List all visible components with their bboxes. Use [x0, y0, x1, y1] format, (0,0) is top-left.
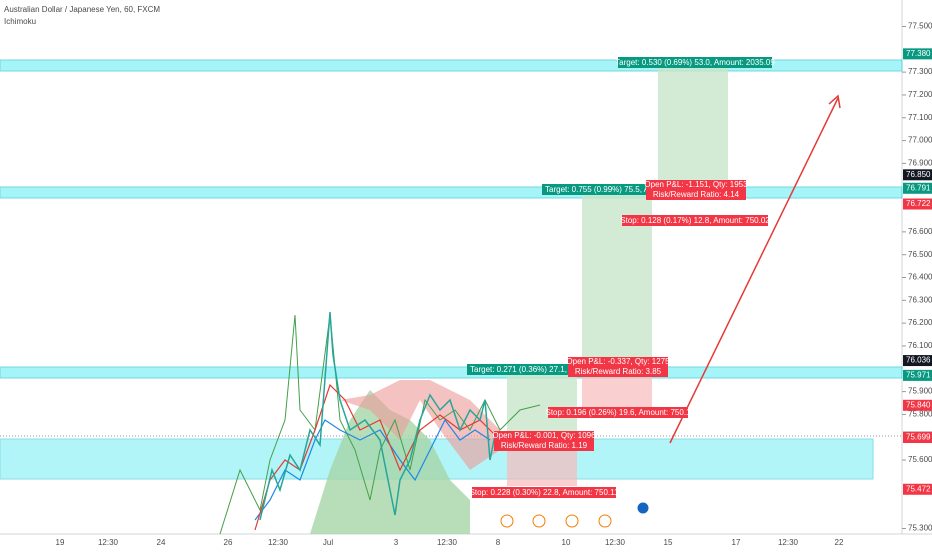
label-box — [494, 431, 594, 451]
price-tag-label: 77.380 — [906, 49, 931, 58]
time-tick-label: 8 — [496, 538, 501, 547]
lagging-span — [219, 314, 541, 535]
price-tick-label: 77.100 — [908, 113, 932, 122]
zone — [0, 186, 903, 199]
price-axis: 77.500 77.300 77.200 77.100 77.000 76.900 76.6… — [902, 22, 932, 533]
time-tick-label: 26 — [224, 538, 233, 547]
label-box — [472, 487, 616, 498]
price-tick-label: 77.000 — [908, 136, 932, 145]
time-tick-label: 22 — [835, 538, 844, 547]
stop-label: Stop: 0.128 (0.17%) 12.8, Amount: 750.02 — [620, 216, 770, 225]
price-tag-label: 76.791 — [906, 183, 931, 192]
time-tick-label: 12:30 — [98, 538, 119, 547]
label-box — [467, 364, 579, 375]
time-tick-label: 3 — [394, 538, 399, 547]
ratio-label: Risk/Reward Ratio: 3.85 — [575, 367, 662, 376]
label-box — [618, 57, 772, 68]
candles — [259, 311, 496, 521]
price-tick-label: 76.900 — [908, 159, 932, 168]
price-tick-label: 75.300 — [908, 524, 932, 533]
price-tick-label: 76.500 — [908, 250, 932, 259]
cloud — [340, 380, 500, 470]
time-tick-label: 12:30 — [268, 538, 289, 547]
label-box — [542, 184, 662, 195]
time-tick-label: 12:30 — [437, 538, 458, 547]
price-tag-label: 75.472 — [906, 484, 931, 493]
time-tick-label: 15 — [664, 538, 673, 547]
target-label: Target: 0.530 (0.69%) 53.0, Amount: 2035… — [615, 58, 775, 67]
time-tick-label: Jul — [323, 538, 333, 547]
time-tick-label: 12:30 — [605, 538, 626, 547]
price-tag-label: 76.036 — [906, 356, 931, 365]
stop-label: Stop: 0.228 (0.30%) 22.8, Amount: 750.11 — [470, 488, 619, 497]
price-tick-label: 76.400 — [908, 273, 932, 282]
price-tag — [903, 399, 932, 411]
price-tag-label: 76.722 — [906, 199, 931, 208]
price-tick-label: 76.600 — [908, 227, 932, 236]
base-line — [254, 418, 491, 521]
price-tag — [903, 355, 932, 367]
arrow-head — [828, 94, 841, 109]
price-tag — [903, 369, 932, 381]
label-box — [548, 407, 688, 418]
price-tick-label: 77.200 — [908, 90, 932, 99]
conversion-line — [254, 383, 496, 531]
cloud — [310, 390, 470, 534]
time-tick-label: 24 — [157, 538, 166, 547]
price-tick-label: 76.200 — [908, 318, 932, 327]
time-tick-label: 12:30 — [778, 538, 799, 547]
label-box — [622, 215, 768, 226]
price-tag-label: 76.850 — [906, 170, 931, 179]
indicator-name: Ichimoku — [4, 17, 36, 26]
zone — [0, 59, 903, 72]
ratio-label: Risk/Reward Ratio: 1.19 — [501, 441, 588, 450]
price-tag — [903, 48, 932, 60]
price-tag-label: 75.840 — [906, 400, 931, 409]
price-tick-label: 76.100 — [908, 341, 932, 350]
price-tag — [903, 483, 932, 495]
pnl-label: Open P&L: -0.001, Qty: 1096 — [492, 431, 596, 440]
arrow — [669, 97, 839, 444]
ratio-label: Risk/Reward Ratio: 4.14 — [653, 190, 740, 199]
price-tag — [903, 169, 932, 181]
price-tick-label: 75.600 — [908, 455, 932, 464]
price-tag — [903, 198, 932, 210]
price-tick-label: 75.800 — [908, 410, 932, 419]
time-axis: 19 12:30 24 26 12:30 Jul 3 12:30 8 10 12:30 15 17 12:… — [56, 538, 844, 547]
stop-label: Stop: 0.196 (0.26%) 19.6, Amount: 750.1 — [546, 408, 692, 417]
time-tick-label: 17 — [732, 538, 741, 547]
target-area — [658, 66, 728, 182]
price-tag — [903, 431, 932, 443]
target-area — [507, 372, 577, 436]
label-box — [646, 180, 746, 200]
event-icons — [500, 501, 650, 528]
pnl-label: Open P&L: -0.337, Qty: 1275 — [566, 357, 670, 366]
symbol-title: Australian Dollar / Japanese Yen, 60, FX… — [4, 5, 160, 14]
time-tick-label: 10 — [562, 538, 571, 547]
price-tick-label: 76.300 — [908, 295, 932, 304]
price-tick-label: 75.900 — [908, 387, 932, 396]
price-tag — [903, 182, 932, 194]
pnl-label: Open P&L: -1.151, Qty: 1953 — [644, 180, 748, 189]
price-tick-label: 77.500 — [908, 22, 932, 31]
price-tag-label: 75.699 — [906, 433, 931, 442]
zone — [0, 366, 903, 379]
time-tick-label: 19 — [56, 538, 65, 547]
price-tag-label: 75.971 — [906, 371, 931, 380]
target-label: Target: 0.755 (0.99%) 75.5, Am — [545, 185, 656, 194]
label-box — [568, 357, 668, 377]
price-tick-label: 77.300 — [908, 67, 932, 76]
target-label: Target: 0.271 (0.36%) 27.1, Am — [470, 365, 581, 374]
